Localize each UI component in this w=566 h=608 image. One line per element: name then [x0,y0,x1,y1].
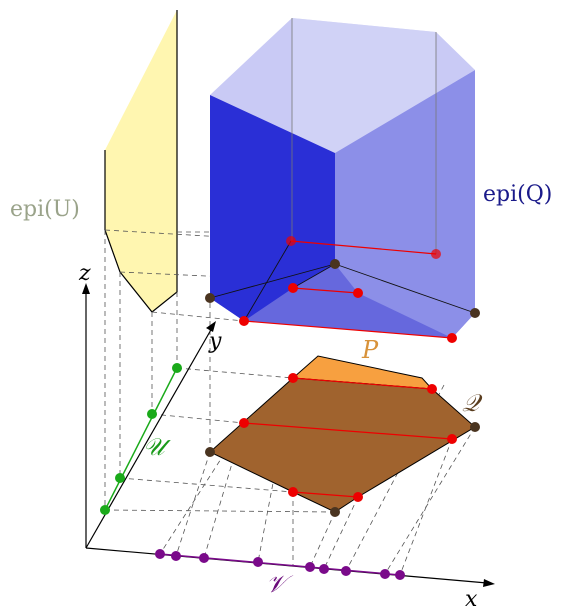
label-axis-z: z [78,261,91,286]
label-set-v: 𝒱 [266,570,294,598]
epi-q-solid [209,18,476,339]
u-points [100,363,182,515]
dark-point [205,293,215,303]
dark-point [470,308,480,318]
epi-q-front-face [210,95,335,321]
epi-q-side-face [335,70,475,338]
y-axis-arrow [206,321,216,332]
red-point [353,492,363,502]
epi-q-points [205,236,480,343]
label-set-p: P [361,336,379,364]
v-point [155,549,165,559]
z-axis-arrow [82,283,90,294]
red-point [431,249,441,259]
epi-u-outline [104,10,178,313]
u-point [172,363,182,373]
u-point [100,505,110,515]
label-epi-u: epi(U) [10,197,80,222]
polygon-q-red-lines [243,377,453,498]
red-point [286,236,296,246]
dark-point [330,507,340,517]
v-point [253,557,263,567]
v-point [319,564,329,574]
red-point [447,333,457,343]
red-point [427,384,437,394]
label-epi-q: epi(Q) [483,182,552,207]
v-point [305,562,315,572]
red-point [288,487,298,497]
red-point [239,316,249,326]
red-point [353,288,363,298]
u-segment [104,367,178,511]
red-point [288,283,298,293]
polygon-q-points [205,373,480,517]
u-point [115,473,125,483]
v-point [395,570,405,580]
dark-point [470,422,480,432]
x-axis-arrow [483,579,495,587]
label-axis-x: x [465,587,478,608]
v-point [341,566,351,576]
red-point [239,418,249,428]
v-point [171,551,181,561]
dark-point [205,447,215,457]
u-point [147,409,157,419]
red-point [447,434,457,444]
label-set-u: 𝒰 [143,433,171,461]
label-set-q: 𝒬 [462,389,483,417]
v-point [199,553,209,563]
label-axis-y: y [208,329,222,354]
v-point [380,569,390,579]
v-points [155,549,405,580]
red-point [288,373,298,383]
dark-point [330,259,340,269]
plane-guide-lines [104,298,476,576]
epi-u-shape [105,10,177,312]
